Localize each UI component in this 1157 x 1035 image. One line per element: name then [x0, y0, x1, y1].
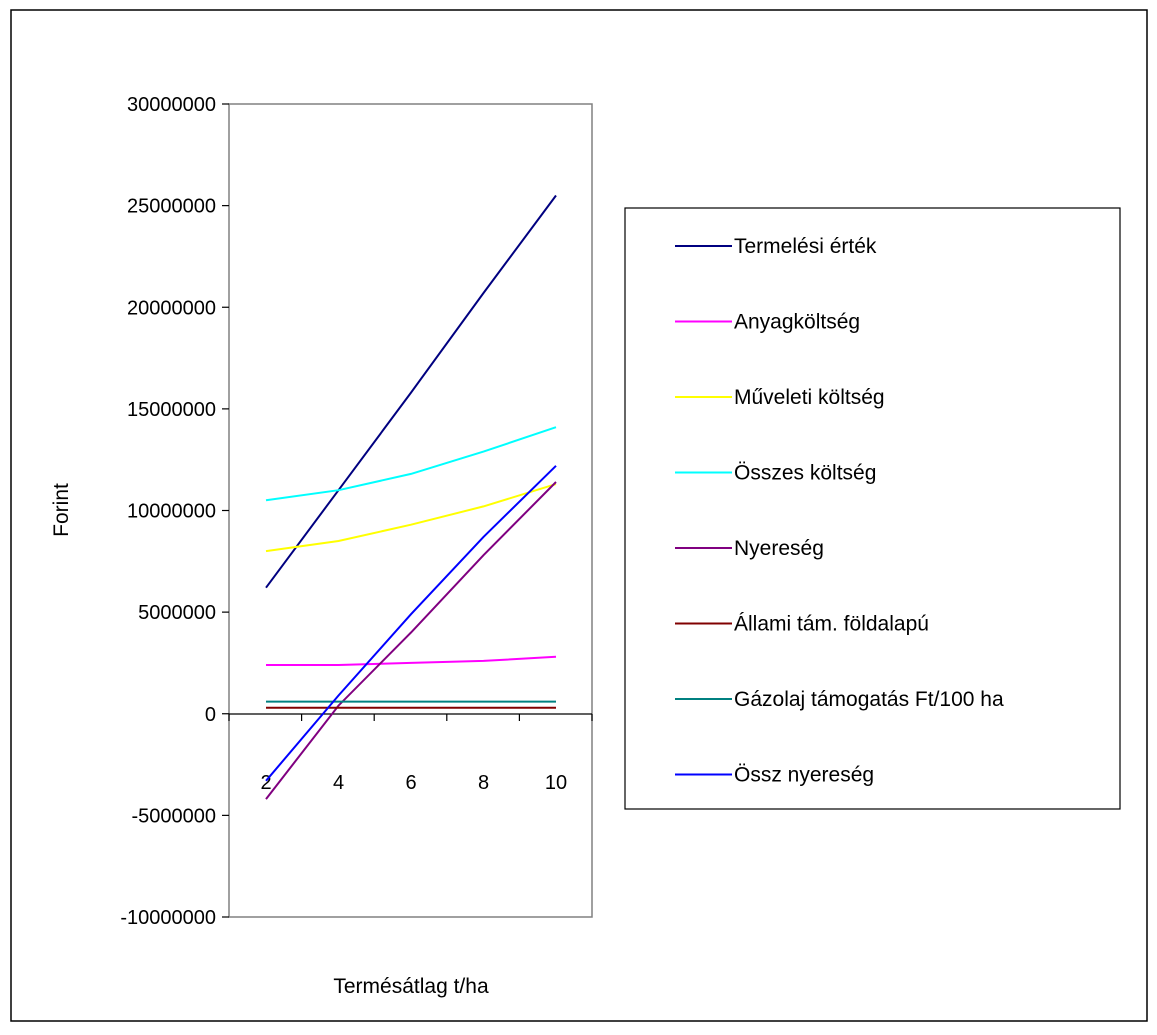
legend-label-6: Állami tám. földalapú: [734, 613, 929, 636]
x-tick-label: 10: [545, 772, 567, 794]
x-tick-label: 8: [478, 772, 489, 794]
x-tick-label: 4: [333, 772, 344, 794]
series-layer: [265, 194, 557, 800]
legend-label-4: Összes költség: [734, 462, 876, 485]
legend-label-3: Műveleti költség: [734, 386, 885, 409]
legend-box: [624, 207, 1121, 810]
series-line-2: [266, 655, 557, 666]
y-tick-label: -5000000: [131, 805, 216, 827]
plot-area: [228, 103, 593, 918]
x-tick-label: 2: [260, 772, 271, 794]
y-tick-label: 10000000: [127, 501, 216, 523]
x-axis-title: Termésátlag t/ha: [333, 975, 489, 998]
x-axis: 2 4 6 8 10: [228, 713, 593, 794]
series-line-8: [265, 465, 557, 782]
y-tick-label: 25000000: [127, 196, 216, 218]
legend-label-8: Össz nyereség: [734, 764, 874, 787]
y-tick-label: -10000000: [120, 907, 216, 929]
series-line-1: [265, 194, 557, 589]
legend: Termelési érték Anyagköltség Műveleti költ…: [624, 207, 1121, 810]
series-line-4: [265, 426, 557, 502]
y-tick-label: 15000000: [127, 399, 216, 421]
y-axis: -10000000 -5000000 0 5000000 10000000 1500000…: [120, 94, 229, 929]
y-tick-label: 0: [205, 704, 216, 726]
x-tick-label: 6: [405, 772, 416, 794]
y-tick-label: 5000000: [138, 602, 216, 624]
legend-label-7: Gázolaj támogatás Ft/100 ha: [734, 688, 1004, 711]
legend-label-5: Nyereség: [734, 537, 824, 560]
legend-label-2: Anyagköltség: [734, 311, 860, 334]
legend-label-1: Termelési érték: [734, 235, 877, 258]
y-axis-title: Forint: [50, 483, 73, 537]
series-line-3: [265, 483, 557, 553]
series-line-5: [265, 481, 557, 800]
y-tick-label: 20000000: [127, 297, 216, 319]
y-tick-label: 30000000: [127, 94, 216, 116]
